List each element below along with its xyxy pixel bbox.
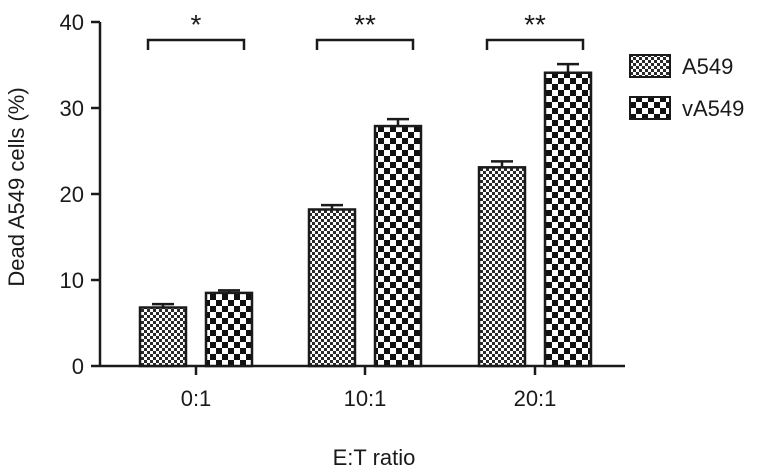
significance-bracket [485,38,585,50]
bar-va549-10-1 [373,124,423,368]
legend-swatch-a549 [629,54,671,78]
y-axis-label: Dead A549 cells (%) [4,87,29,286]
significance-bracket [146,38,246,50]
y-axis: 0 10 20 30 40 [60,10,102,379]
significance-brackets: * ** ** [146,9,585,50]
legend-swatch-va549 [629,96,671,120]
x-axis-label: E:T ratio [333,445,416,470]
bar-va549-0-1 [204,291,254,368]
bar-a549-10-1 [307,208,357,368]
x-axis: 0:1 10:1 20:1 [100,364,625,411]
legend-label-a549: A549 [682,54,733,79]
y-tick-label: 20 [60,182,84,207]
y-tick-label: 10 [60,268,84,293]
legend: A549 vA549 [629,54,744,121]
y-tick-label: 30 [60,96,84,121]
significance-label: ** [354,9,376,40]
x-tick-label: 0:1 [181,386,212,411]
bar-va549-20-1 [543,71,593,368]
significance-label: ** [524,9,546,40]
y-tick-label: 0 [72,354,84,379]
bar-a549-20-1 [477,166,527,368]
bars [138,62,593,368]
significance-label: * [191,9,202,40]
bar-a549-0-1 [138,306,188,368]
x-tick-label: 20:1 [514,386,557,411]
legend-label-va549: vA549 [682,96,744,121]
x-tick-label: 10:1 [344,386,387,411]
significance-bracket [315,38,415,50]
y-tick-label: 40 [60,10,84,35]
